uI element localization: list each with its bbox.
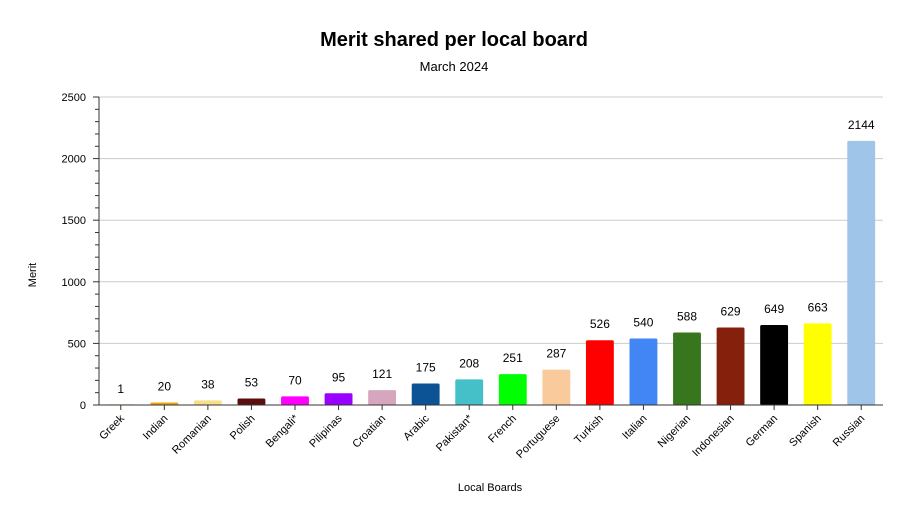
data-label: 20	[158, 380, 172, 394]
y-tick-label: 2000	[62, 154, 86, 166]
gridlines	[99, 96, 883, 344]
x-tick-label: Indonesian	[690, 413, 737, 460]
x-tick-label: Pilipinas	[307, 412, 345, 450]
data-label: 588	[677, 310, 697, 324]
data-label: 2144	[848, 118, 875, 132]
x-tick-label: Spanish	[787, 413, 824, 450]
y-tick-label: 0	[80, 400, 86, 412]
data-label: 1	[117, 382, 124, 396]
x-tick-label: Nigerian	[656, 413, 693, 450]
y-tick-label: 1500	[62, 215, 86, 227]
data-label: 649	[764, 302, 784, 316]
chart-title: Merit shared per local board	[320, 29, 588, 51]
x-tick-label: Italian	[620, 413, 649, 442]
bar	[150, 402, 179, 405]
bar	[673, 332, 701, 405]
x-tick-label: Turkish	[572, 413, 606, 447]
data-label: 287	[546, 347, 566, 361]
bar	[803, 323, 832, 405]
chart-subtitle: March 2024	[420, 59, 489, 74]
y-tick-label: 1000	[62, 277, 86, 289]
data-label: 251	[503, 351, 523, 365]
bar	[455, 379, 484, 405]
x-tick-label: Arabic	[401, 412, 432, 443]
x-tick-label: Portuguese	[514, 413, 562, 461]
x-tick-label: Greek	[97, 412, 127, 442]
bar	[585, 340, 614, 405]
data-label: 70	[288, 373, 302, 387]
data-label: 540	[633, 315, 653, 329]
x-tick-label: Russian	[831, 413, 868, 450]
x-tick-label: Pakistan*	[434, 412, 476, 454]
data-labels: 1 20 38 53 70 95 121 175 208 251 287 526 540 588 629 64…	[117, 118, 874, 396]
bar	[281, 396, 309, 405]
data-label: 663	[808, 300, 828, 314]
x-tick-label: Bengali*	[264, 412, 302, 450]
x-tick-label: Polish	[228, 413, 258, 443]
x-tick-label: Romanian	[170, 413, 214, 457]
bar	[324, 393, 353, 405]
x-tick-label: German	[744, 413, 781, 450]
x-tick-label: Indian	[141, 413, 171, 443]
y-axis-title: Merit	[27, 263, 39, 287]
bar	[193, 400, 222, 405]
data-label: 95	[332, 370, 346, 384]
y-tick-label: 500	[68, 338, 86, 350]
data-label: 53	[245, 375, 259, 389]
bar	[368, 390, 397, 405]
bar	[498, 374, 527, 405]
data-label: 526	[590, 317, 610, 331]
bar	[847, 140, 876, 406]
bar	[760, 325, 789, 405]
x-tick-label: French	[486, 413, 519, 446]
data-label: 175	[416, 360, 436, 374]
bar	[411, 383, 440, 405]
bar	[716, 327, 745, 405]
x-tick-label: Croatian	[350, 413, 388, 451]
bar	[237, 398, 266, 405]
axes: 0 500 1000 1500 2000 2500 Greek Indian Romanian P…	[62, 92, 883, 461]
data-label: 208	[459, 356, 479, 370]
data-label: 121	[372, 367, 392, 381]
bar	[629, 338, 658, 405]
x-axis-title: Local Boards	[458, 482, 523, 494]
data-label: 629	[721, 305, 741, 319]
data-label: 38	[201, 377, 215, 391]
bars	[106, 140, 876, 406]
bar	[542, 369, 571, 405]
y-tick-label: 2500	[62, 92, 86, 104]
